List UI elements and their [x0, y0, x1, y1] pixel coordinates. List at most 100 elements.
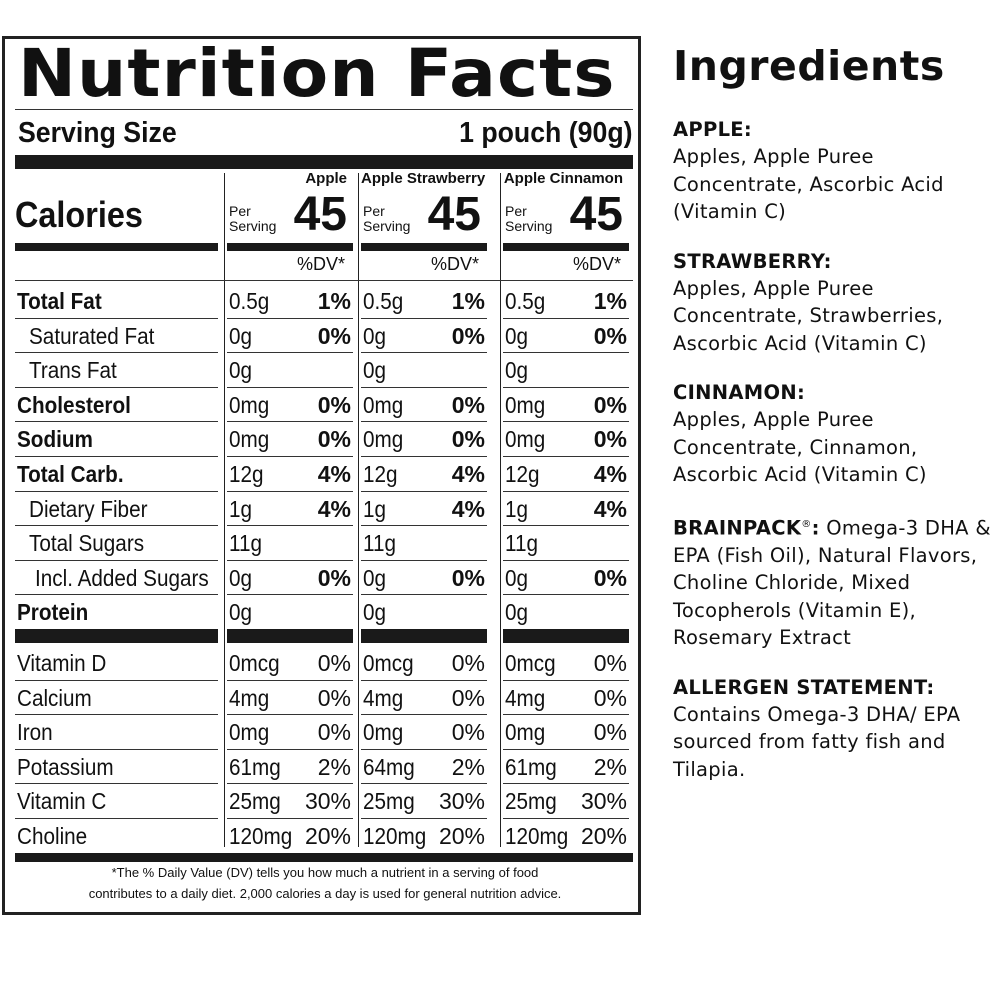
per-serving-label: Per Serving: [363, 204, 410, 234]
strawberry-ingredients: STRAWBERRY: Apples, Apple Puree Concentr…: [673, 248, 998, 358]
row-divider: [15, 525, 218, 527]
nutrient-amount: 0g: [363, 322, 387, 349]
nutrient-percent: 0%: [317, 426, 351, 453]
cinnamon-ingredients: CINNAMON: Apples, Apple Puree Concentrat…: [673, 379, 998, 489]
nutrient-amount: 12g: [363, 461, 398, 487]
calories-label: Calories: [15, 194, 143, 235]
row-divider: [361, 525, 487, 527]
thick-divider: [361, 629, 487, 643]
row-divider: [361, 594, 487, 596]
brainpack-heading: BRAINPACK: [673, 516, 802, 539]
nutrient-label: Cholesterol: [17, 391, 131, 418]
vitamin-percent: 30%: [304, 788, 351, 815]
row-divider: [503, 748, 629, 750]
row-divider: [361, 386, 487, 388]
calories-value: 45: [569, 188, 623, 241]
nutrient-amount: 1g: [363, 495, 387, 522]
vitamin-percent: 0%: [451, 650, 485, 676]
nutrient-percent: 0%: [451, 322, 485, 349]
row-divider: [503, 386, 629, 388]
cinnamon-heading: CINNAMON:: [673, 381, 806, 404]
nutrient-amount: 0g: [229, 599, 253, 626]
nutrient-amount: 0mg: [363, 426, 404, 453]
vitamin-percent: 2%: [317, 753, 351, 780]
vitamin-amount: 120mg: [505, 823, 569, 849]
vitamin-percent: 0%: [593, 650, 627, 676]
nutrient-amount: 0g: [363, 357, 387, 384]
row-divider: [361, 559, 487, 561]
vitamin-amount: 4mg: [505, 684, 546, 711]
row-divider: [503, 525, 629, 527]
vitamin-percent: 2%: [451, 753, 485, 780]
nutrient-amount: 0mg: [229, 426, 270, 453]
row-divider: [503, 559, 629, 561]
vitamin-amount: 0mcg: [363, 650, 414, 676]
vitamin-percent: 0%: [317, 719, 351, 746]
nutrient-label: Saturated Fat: [29, 322, 155, 349]
nutrient-amount: 12g: [505, 461, 540, 487]
row-divider: [15, 714, 218, 716]
row-divider: [15, 456, 218, 457]
brainpack-colon: :: [811, 516, 820, 539]
calories-value: 45: [293, 188, 347, 241]
vitamin-amount: 25mg: [505, 788, 557, 815]
vitamin-label: Vitamin D: [17, 650, 107, 676]
nutrient-percent: 0%: [593, 391, 627, 418]
nutrient-amount: 0.5g: [505, 288, 546, 314]
footnote-line-1: *The % Daily Value (DV) tells you how mu…: [111, 865, 539, 880]
row-divider: [15, 559, 218, 561]
apple-ingredients: APPLE: Apples, Apple Puree Concentrate, …: [673, 116, 998, 226]
thick-divider: [15, 155, 633, 169]
row-divider: [227, 421, 353, 423]
thick-divider: [227, 629, 353, 643]
daily-value-header: %DV*: [572, 254, 621, 274]
vitamin-percent: 2%: [593, 753, 627, 780]
nutrient-percent: 4%: [451, 495, 485, 522]
row-divider: [15, 783, 218, 785]
calories-divider: [361, 243, 487, 251]
row-divider: [503, 352, 629, 354]
calories-divider: [15, 243, 218, 251]
vitamin-label: Potassium: [17, 753, 114, 780]
strawberry-ingredient-list: Apples, Apple Puree Concentrate, Strawbe…: [673, 276, 944, 355]
divider: [15, 109, 633, 110]
column-separator: [358, 173, 359, 847]
vitamin-amount: 0mg: [363, 719, 404, 746]
daily-value-footnote: *The % Daily Value (DV) tells you how mu…: [25, 862, 625, 904]
row-divider: [503, 490, 629, 492]
nutrient-percent: 0%: [451, 391, 485, 418]
row-divider: [503, 679, 629, 681]
row-divider: [503, 456, 629, 457]
bottom-thick-divider: [15, 853, 633, 862]
row-divider: [503, 317, 629, 319]
thick-divider: [15, 629, 218, 643]
nutrient-amount: 11g: [229, 530, 263, 557]
row-divider: [15, 421, 218, 423]
row-divider: [15, 317, 218, 319]
nutrient-percent: 4%: [317, 495, 351, 522]
row-divider: [227, 317, 353, 319]
row-divider: [361, 317, 487, 319]
nutrient-amount: 0g: [505, 564, 529, 591]
nutrient-amount: 12g: [229, 461, 264, 487]
column-separator: [500, 173, 501, 847]
nutrient-amount: 0g: [505, 599, 529, 626]
allergen-statement: ALLERGEN STATEMENT: Contains Omega-3 DHA…: [673, 674, 998, 784]
nutrient-label: Protein: [17, 599, 89, 626]
row-divider: [15, 386, 218, 388]
nutrient-amount: 0mg: [505, 426, 546, 453]
row-divider: [227, 559, 353, 561]
row-divider: [503, 594, 629, 596]
per-label: Per: [505, 203, 527, 219]
nutrient-amount: 0g: [363, 564, 387, 591]
row-divider: [227, 679, 353, 681]
nutrient-percent: 0%: [593, 322, 627, 349]
row-divider: [15, 679, 218, 681]
daily-value-header: %DV*: [296, 254, 345, 274]
vitamin-percent: 0%: [593, 684, 627, 711]
vitamin-amount: 0mcg: [505, 650, 556, 676]
vitamin-amount: 61mg: [505, 753, 557, 780]
apple-ingredient-list: Apples, Apple Puree Concentrate, Ascorbi…: [673, 145, 944, 223]
nutrient-percent: 4%: [593, 495, 627, 522]
vitamin-label: Vitamin C: [17, 788, 107, 815]
